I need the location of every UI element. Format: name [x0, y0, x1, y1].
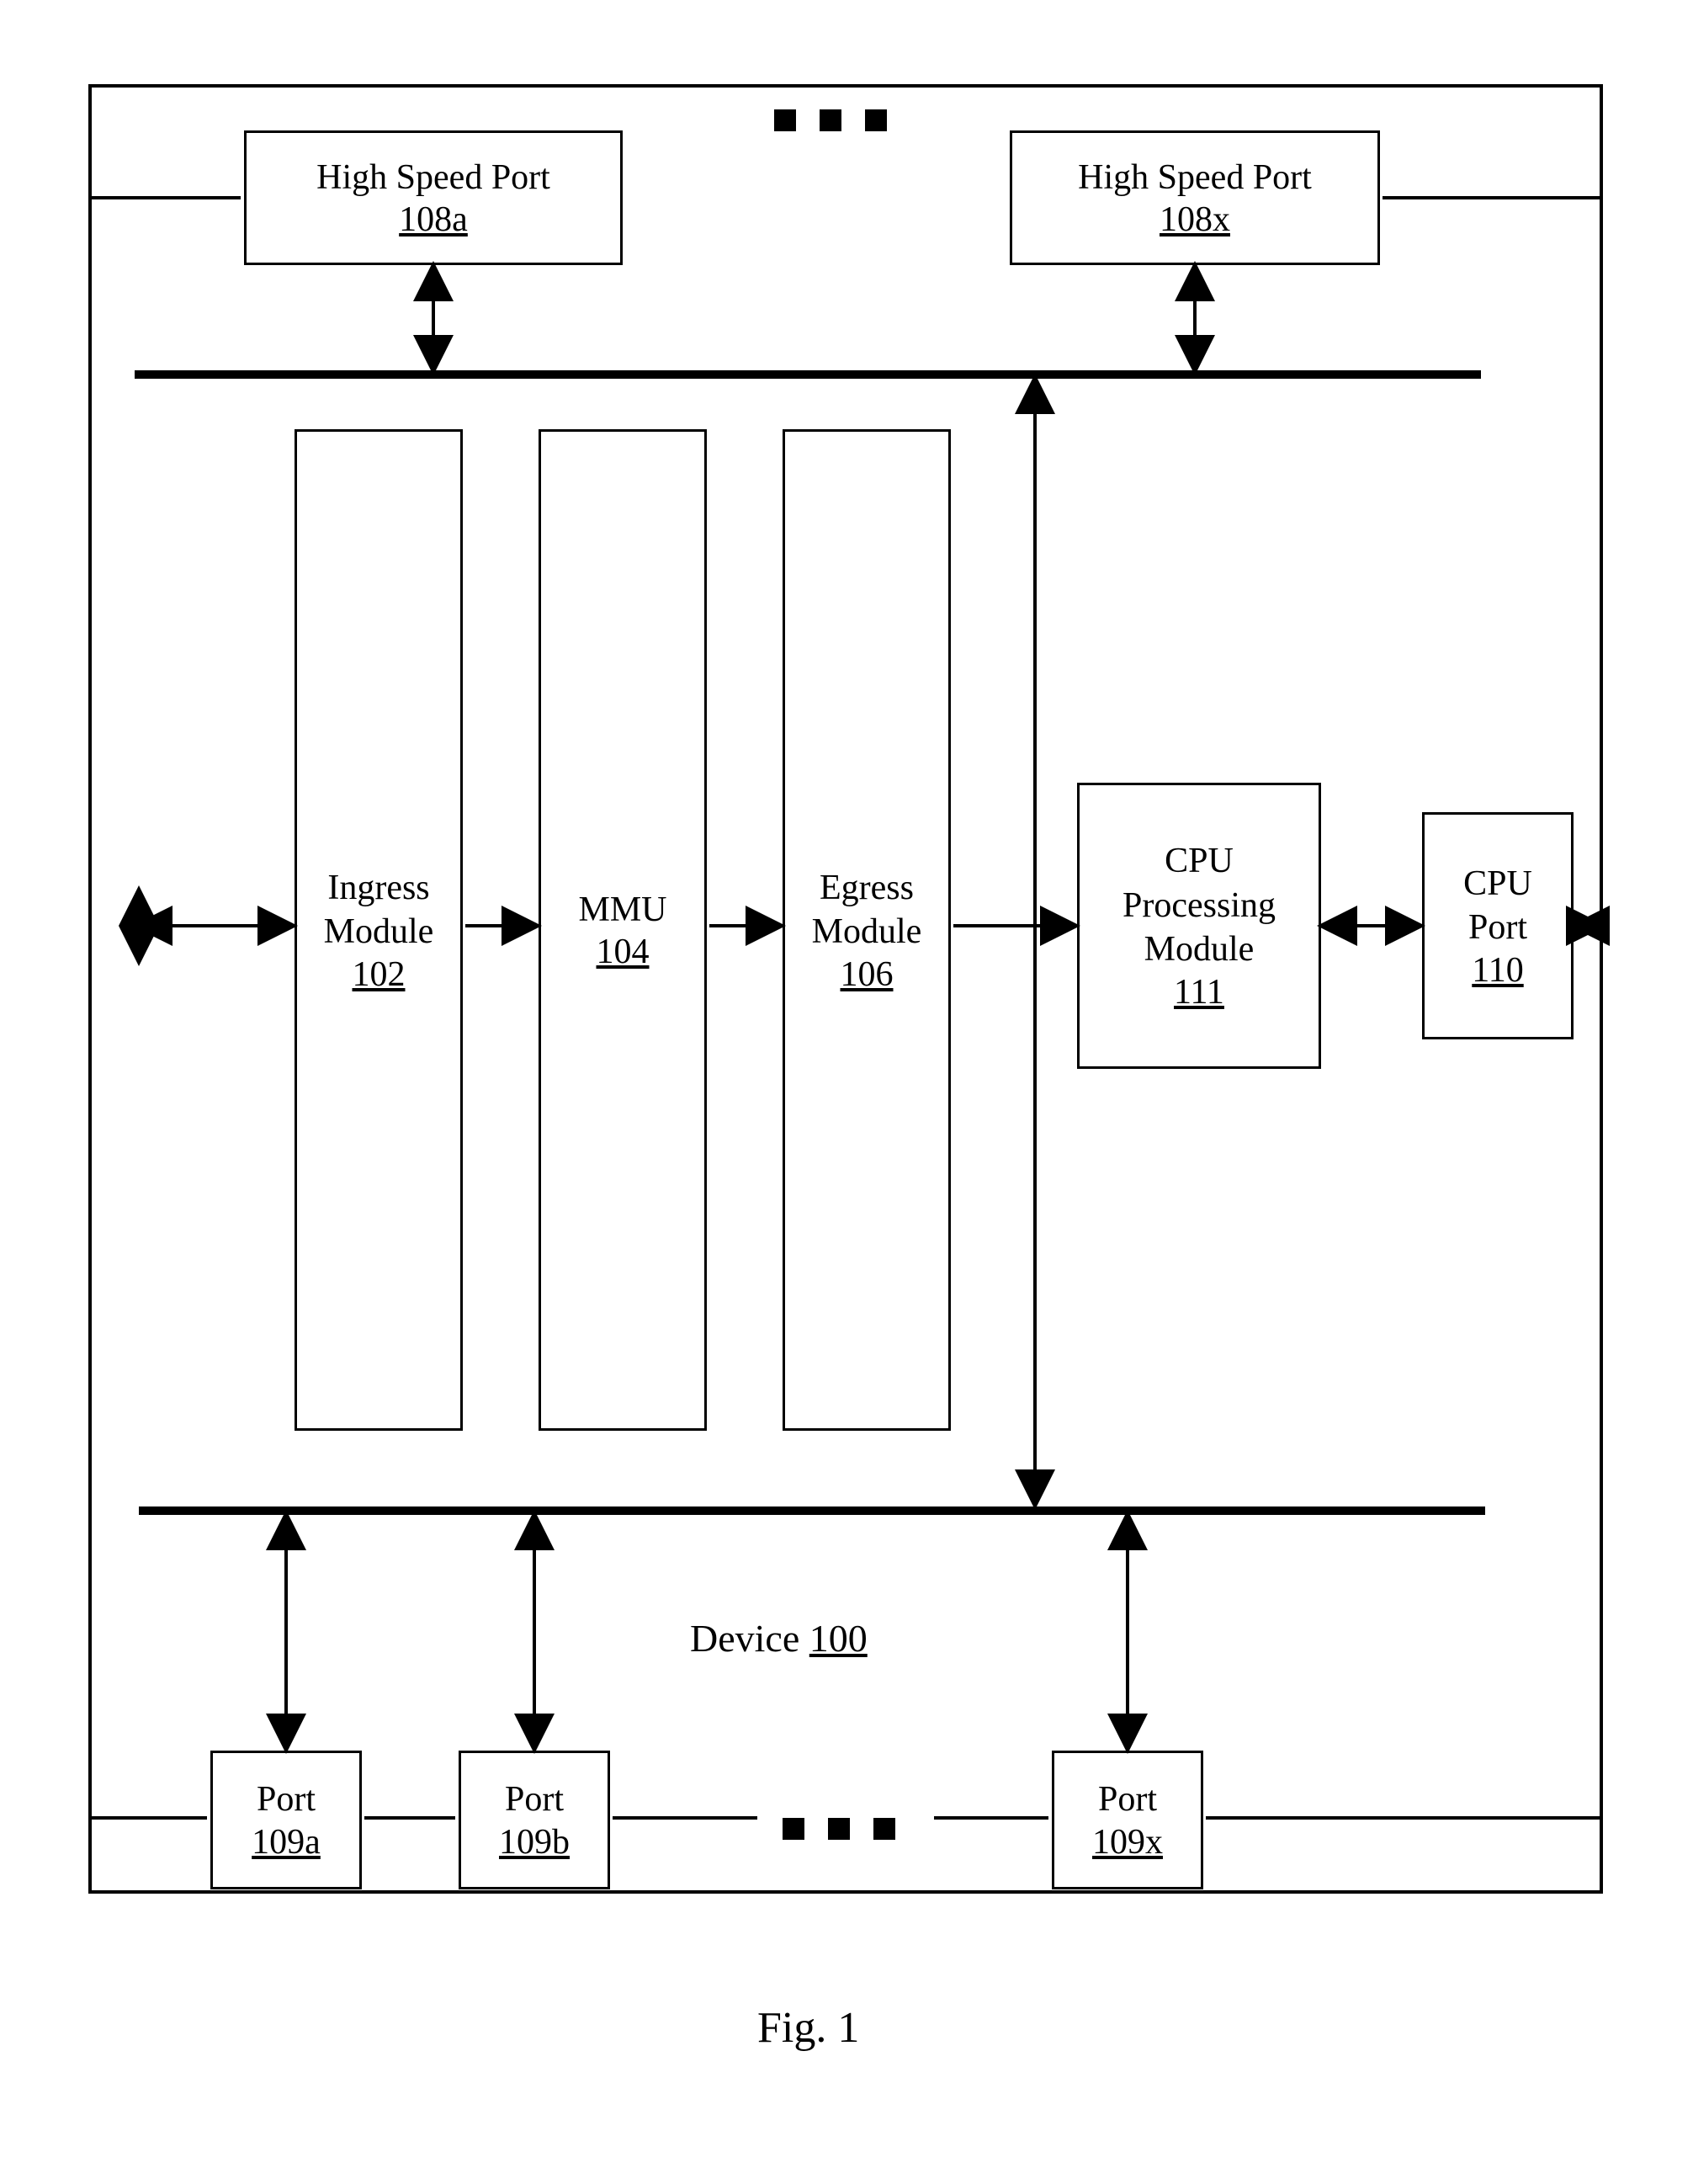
port-b: Port 109b — [459, 1751, 610, 1889]
port-x: Port 109x — [1052, 1751, 1203, 1889]
cpu-port: CPU Port 110 — [1422, 812, 1574, 1039]
high-speed-port-x: High Speed Port 108x — [1010, 130, 1380, 265]
port-a-title: Port — [257, 1777, 316, 1822]
cpu-processing-module: CPU Processing Module 111 — [1077, 783, 1321, 1069]
ellipsis-top — [774, 109, 887, 131]
port-x-ref: 109x — [1092, 1822, 1163, 1863]
ellipsis-bottom — [783, 1818, 895, 1840]
ingress-ref: 102 — [353, 954, 406, 995]
ingress-module: Ingress Module 102 — [295, 429, 463, 1431]
port-b-title: Port — [505, 1777, 564, 1822]
dot-icon — [820, 109, 841, 131]
dot-icon — [828, 1818, 850, 1840]
device-label-text: Device — [690, 1617, 799, 1660]
egress-title: Egress Module — [812, 866, 922, 954]
hsp-x-title: High Speed Port — [1078, 156, 1312, 200]
mmu-module: MMU 104 — [539, 429, 707, 1431]
hsp-a-ref: 108a — [399, 199, 468, 240]
dot-icon — [774, 109, 796, 131]
egress-module: Egress Module 106 — [783, 429, 951, 1431]
mmu-ref: 104 — [597, 932, 650, 972]
hsp-x-ref: 108x — [1160, 199, 1230, 240]
diagram-canvas: High Speed Port 108a High Speed Port 108… — [0, 0, 1693, 2184]
cpu-port-title: CPU Port — [1463, 862, 1532, 950]
top-bus — [135, 370, 1481, 379]
cpu-proc-title: CPU Processing Module — [1122, 839, 1276, 972]
figure-label: Fig. 1 — [757, 2003, 859, 2053]
device-label: Device 100 — [690, 1616, 868, 1661]
egress-ref: 106 — [841, 954, 894, 995]
dot-icon — [865, 109, 887, 131]
port-a-ref: 109a — [252, 1822, 321, 1863]
dot-icon — [873, 1818, 895, 1840]
port-a: Port 109a — [210, 1751, 362, 1889]
device-ref: 100 — [809, 1617, 868, 1660]
bottom-bus — [139, 1506, 1485, 1515]
cpu-proc-ref: 111 — [1174, 972, 1224, 1012]
dot-icon — [783, 1818, 804, 1840]
port-x-title: Port — [1098, 1777, 1157, 1822]
ingress-title: Ingress Module — [324, 866, 434, 954]
port-b-ref: 109b — [499, 1822, 570, 1863]
mmu-title: MMU — [578, 888, 666, 933]
hsp-a-title: High Speed Port — [316, 156, 550, 200]
cpu-port-ref: 110 — [1472, 950, 1523, 991]
high-speed-port-a: High Speed Port 108a — [244, 130, 623, 265]
